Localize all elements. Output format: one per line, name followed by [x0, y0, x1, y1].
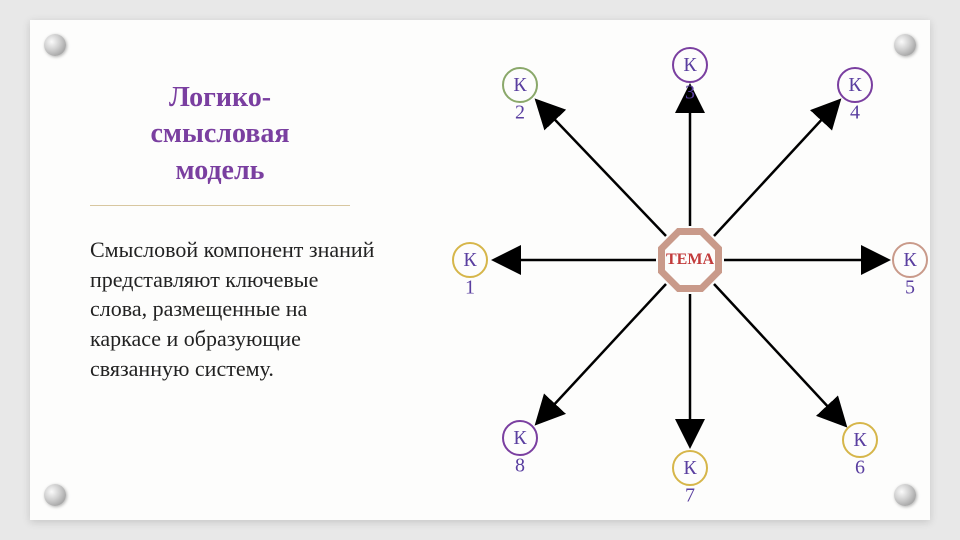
title-line-2: смысловая: [90, 116, 350, 152]
title-line-1: Логико-: [90, 80, 350, 116]
node-letter: К: [903, 249, 916, 272]
slide-title: Логико- смысловая модель: [90, 80, 350, 189]
title-underline: [90, 205, 350, 206]
rivet-1: [44, 34, 66, 56]
rivet-2: [894, 34, 916, 56]
node-number-k6: 6: [855, 457, 865, 480]
rivet-3: [44, 484, 66, 506]
node-k1: К: [452, 242, 488, 278]
node-letter: К: [513, 74, 526, 97]
arrow-k4: [714, 102, 838, 236]
body-text: Смысловой компонент знаний представляют …: [90, 235, 380, 383]
rivet-4: [894, 484, 916, 506]
node-number-k5: 5: [905, 277, 915, 300]
center-label: ТЕМА: [666, 251, 714, 269]
slide-card: Логико- смысловая модель Смысловой компо…: [30, 20, 930, 520]
node-letter: К: [683, 457, 696, 480]
node-k5: К: [892, 242, 928, 278]
arrow-k2: [538, 102, 666, 236]
node-number-k1: 1: [465, 277, 475, 300]
node-k2: К: [502, 67, 538, 103]
arrow-k8: [538, 284, 666, 422]
center-node: ТЕМА: [658, 228, 722, 292]
node-k4: К: [837, 67, 873, 103]
node-number-k4: 4: [850, 102, 860, 125]
node-k3: К: [672, 47, 708, 83]
node-number-k2: 2: [515, 102, 525, 125]
node-number-k8: 8: [515, 455, 525, 478]
node-number-k7: 7: [685, 485, 695, 508]
node-k7: К: [672, 450, 708, 486]
node-letter: К: [513, 427, 526, 450]
node-letter: К: [848, 74, 861, 97]
node-letter: К: [683, 54, 696, 77]
arrow-k6: [714, 284, 844, 424]
node-number-k3: 3: [685, 82, 695, 105]
node-letter: К: [853, 429, 866, 452]
diagram-area: ТЕМА К 1 К 2 К 3 К 4 К 5 К 6 К 7 К 8: [400, 30, 940, 510]
node-k6: К: [842, 422, 878, 458]
title-line-3: модель: [90, 153, 350, 189]
node-letter: К: [463, 249, 476, 272]
node-k8: К: [502, 420, 538, 456]
